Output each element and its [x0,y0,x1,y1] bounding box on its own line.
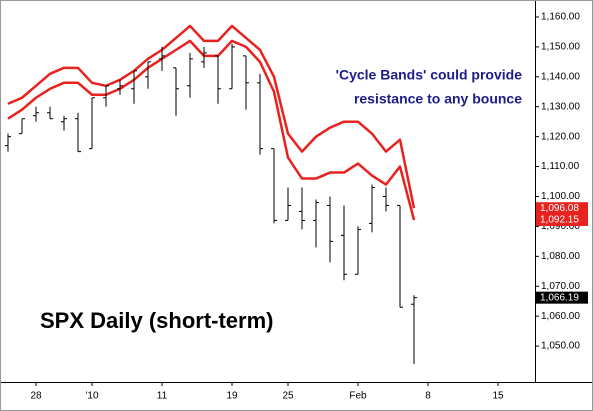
y-tick-label: 1,140.00 [541,71,580,82]
y-tick-label: 1,060.00 [541,311,580,322]
price-label-box [536,202,588,215]
x-tick-label: '10 [85,391,98,402]
price-label: 1,066.19 [540,292,579,303]
annotation: resistance to any bounce [354,91,522,107]
x-tick-label: 11 [157,391,168,402]
price-label-box [536,213,588,226]
price-label-box [536,291,588,304]
price-label: 1,092.15 [540,215,579,226]
y-tick-label: 1,080.00 [541,251,580,262]
y-tick-label: 1,150.00 [541,42,580,53]
y-tick-label: 1,130.00 [541,101,580,112]
y-tick-label: 1,100.00 [541,191,580,202]
y-tick-label: 1,160.00 [541,12,580,23]
y-tick-label: 1,120.00 [541,131,580,142]
band-line [7,24,416,209]
price-label: 1,096.08 [540,203,579,214]
band-line [7,39,416,221]
x-tick-label: 25 [282,391,294,402]
y-tick-label: 1,050.00 [541,341,580,352]
y-tick-label: 1,090.00 [541,221,580,232]
y-tick-label: 1,110.00 [541,161,580,172]
x-tick-label: 28 [30,391,42,402]
annotation: 'Cycle Bands' could provide [336,67,523,83]
y-tick-label: 1,070.00 [541,281,580,292]
chart-title: SPX Daily (short-term) [40,308,274,333]
x-tick-label: Feb [349,391,367,402]
x-tick-label: 8 [425,391,431,402]
x-tick-label: 19 [226,391,238,402]
x-tick-label: 15 [492,391,504,402]
